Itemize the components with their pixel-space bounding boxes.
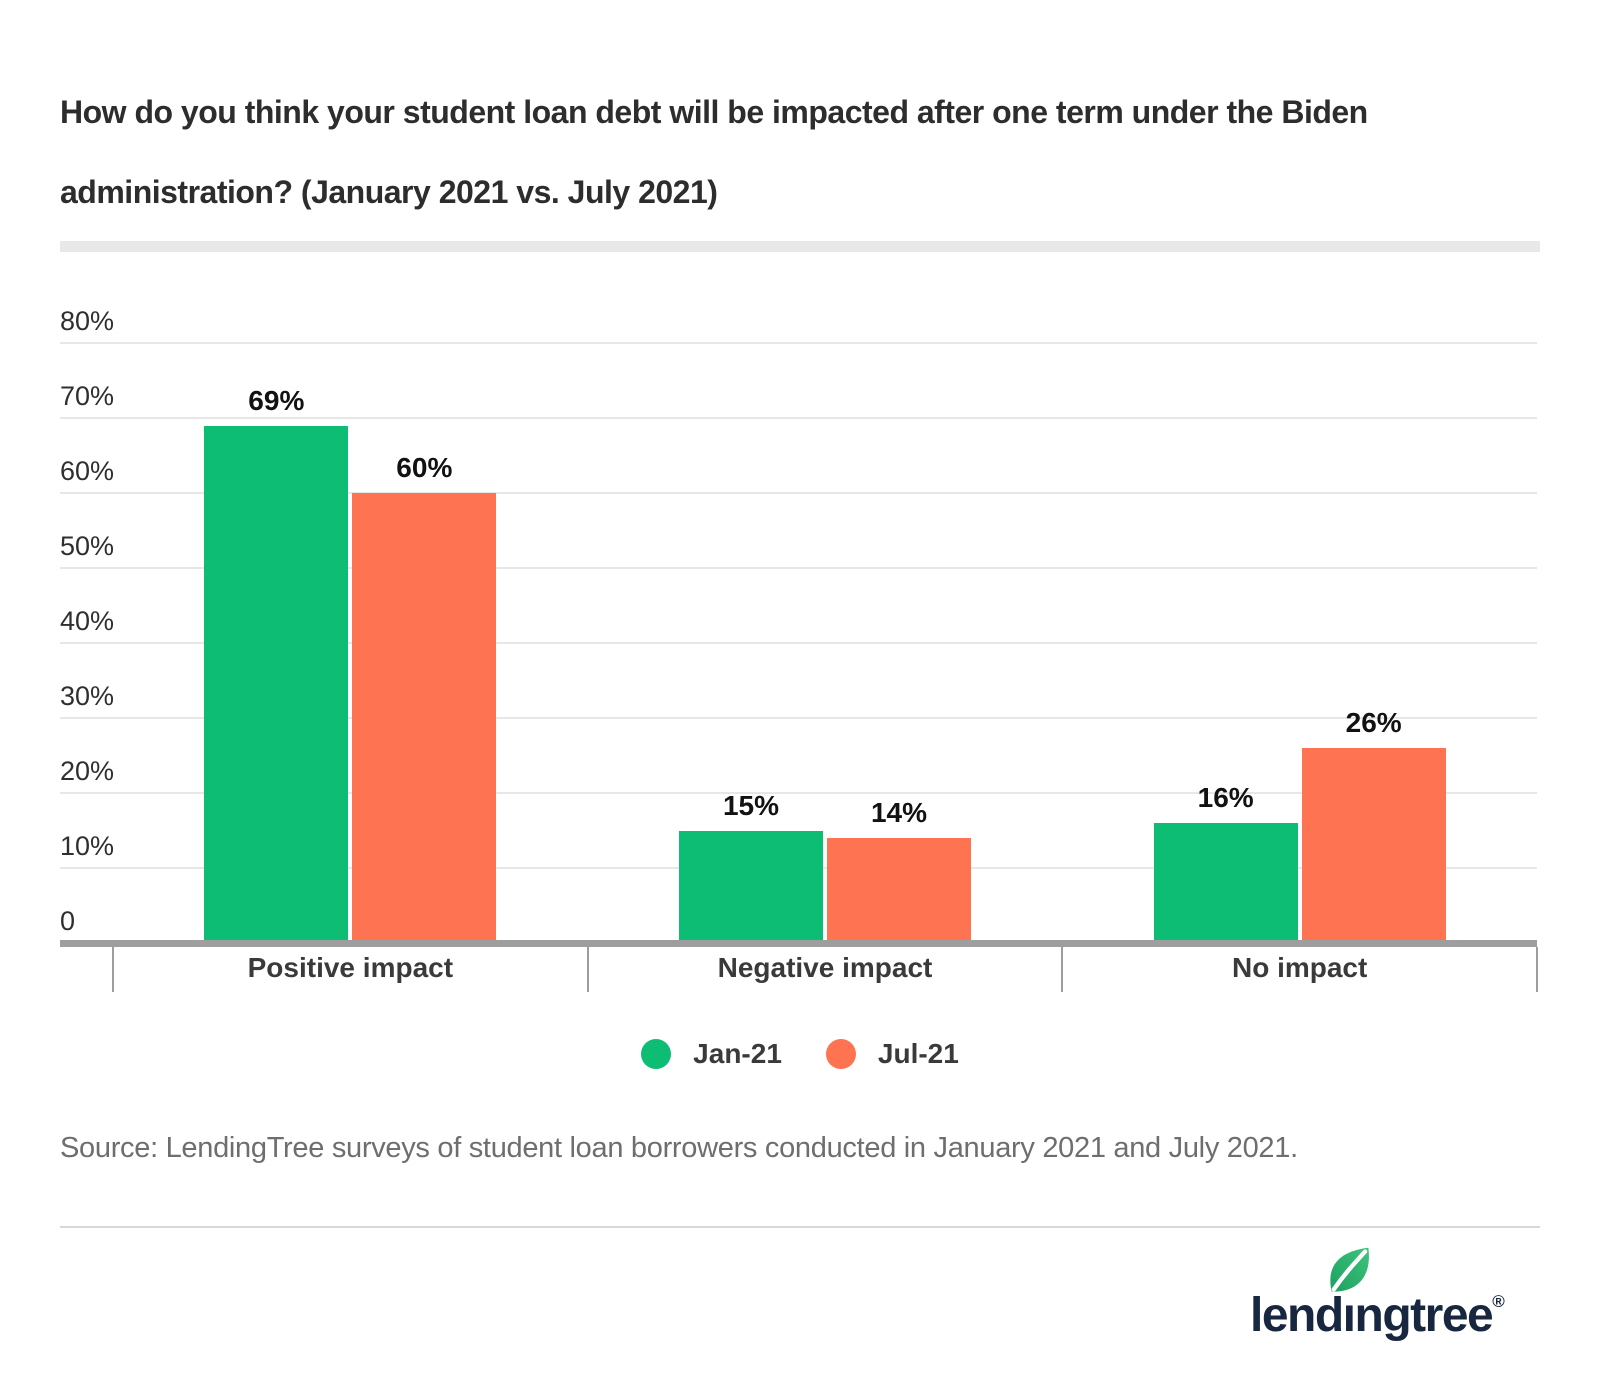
y-gridline-50% — [60, 567, 1537, 569]
y-gridline-40% — [60, 642, 1537, 644]
bar-value-Jul-21-No impact: 26% — [1345, 707, 1402, 738]
bar-value-Jan-21-Positive impact: 69% — [248, 384, 305, 416]
chart-legend: Jan-21 Jul-21 — [0, 1036, 1600, 1072]
x-axis-tick-0 — [112, 947, 114, 992]
y-gridline-20% — [60, 792, 1537, 794]
y-axis-label-30%: 30% — [60, 681, 115, 711]
source-attribution: Source: LendingTree surveys of student l… — [60, 1132, 1298, 1164]
bar-chart-plot-area: 0 10% 20% 30% 40% 50% 60% 70% 80% 69% 60% Positive … — [60, 306, 1538, 992]
bar-value-Jan-21-No impact: 16% — [1197, 782, 1254, 813]
y-axis-label-70%: 70% — [60, 381, 115, 411]
y-gridline-30% — [60, 717, 1537, 719]
logo-dotless-i: ı — [1342, 1289, 1356, 1342]
x-axis-tick-1 — [586, 947, 589, 992]
bar-value-Jul-21-Positive impact: 60% — [396, 452, 453, 483]
lendingtree-logo: lend ıngtree® — [1250, 1247, 1505, 1343]
legend-item-Jan-21: Jan-21 — [641, 1038, 782, 1070]
y-axis-label-80%: 80% — [60, 306, 115, 336]
legend-label-Jul-21: Jul-21 — [877, 1038, 959, 1069]
y-axis-label-40%: 40% — [60, 606, 115, 636]
y-gridline-80% — [60, 342, 1537, 344]
bar-value-Jul-21-Negative impact: 14% — [870, 797, 928, 828]
y-axis-label-20%: 20% — [60, 756, 115, 786]
bar-Jan-21-Positive impact — [204, 425, 349, 943]
y-gridline-60% — [60, 492, 1537, 494]
logo-text-part2: ngtree — [1354, 1289, 1494, 1342]
y-axis-label-10%: 10% — [60, 831, 115, 861]
y-axis-label-50%: 50% — [60, 531, 115, 561]
y-gridline-70% — [60, 417, 1537, 419]
x-axis-category-Positive impact: Positive impact — [247, 952, 454, 983]
legend-dot-Jan-21 — [641, 1039, 672, 1069]
bar-Jul-21-Negative impact — [827, 838, 971, 943]
bar-Jul-21-Positive impact — [352, 493, 497, 943]
bar-Jan-21-Negative impact — [679, 830, 823, 943]
registered-trademark-symbol: ® — [1492, 1292, 1505, 1311]
x-axis-category-No impact: No impact — [1231, 952, 1368, 983]
x-axis-tick-2 — [1061, 947, 1064, 992]
legend-item-Jul-21: Jul-21 — [825, 1038, 959, 1070]
legend-dot-Jul-21 — [825, 1039, 856, 1069]
bar-value-Jan-21-Negative impact: 15% — [722, 789, 780, 821]
title-underline-bar — [60, 241, 1540, 252]
x-axis-tick-3 — [1536, 947, 1538, 992]
y-axis-label-0: 0 — [60, 906, 76, 936]
leaf-icon — [1329, 1247, 1369, 1292]
logo-letter-i: ı — [1329, 1247, 1369, 1343]
chart-title-line-1: How do you think your student loan debt … — [60, 94, 1368, 130]
bottom-divider-line — [60, 1226, 1540, 1228]
legend-label-Jan-21: Jan-21 — [693, 1038, 782, 1069]
x-axis-line — [60, 940, 1537, 947]
bar-Jul-21-No impact — [1301, 748, 1446, 943]
logo-text-part1: lend — [1250, 1289, 1344, 1342]
x-axis-category-Negative impact: Negative impact — [717, 952, 933, 983]
bar-Jan-21-No impact — [1153, 823, 1298, 943]
chart-title-line-2: administration? (January 2021 vs. July 2… — [60, 174, 718, 210]
y-axis-label-60%: 60% — [60, 456, 115, 486]
